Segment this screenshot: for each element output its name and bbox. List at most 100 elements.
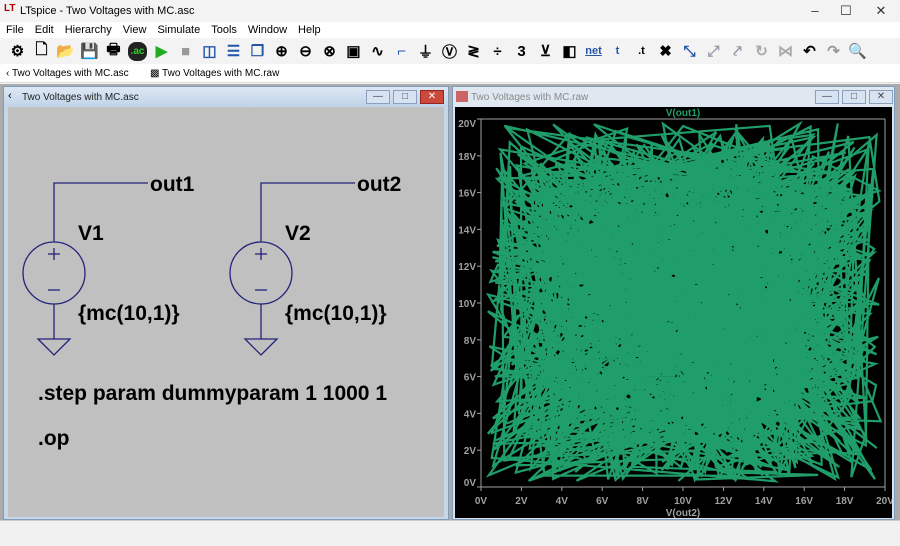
waveform-title-bar: Two Voltages with MC.raw — □ ✕ [453,87,894,107]
diode-icon[interactable]: ⊻ [540,43,551,60]
menu-window[interactable]: Window [247,24,288,36]
zoom-out-icon[interactable]: ⊖ [299,43,312,60]
x-tick-label: 10V [674,496,692,507]
waveform-icon[interactable]: ∿ [371,43,384,60]
y-tick-label: 16V [458,189,476,200]
y-tick-label: 18V [458,152,476,163]
window-title: LTspice - Two Voltages with MC.asc [20,5,195,17]
menu-edit[interactable]: Edit [34,24,54,36]
x-tick-label: 0V [475,496,488,507]
delete-icon[interactable]: ✖ [659,43,672,60]
schematic-window: ‹ Two Voltages with MC.asc — □ ✕ out1 ou… [3,86,449,520]
y-tick-label: 2V [464,446,477,457]
tab-waveform[interactable]: ▩ Two Voltages with MC.raw [150,68,280,79]
tab-schematic[interactable]: ‹ Two Voltages with MC.asc [6,68,129,79]
y-tick-label: 4V [464,409,477,420]
waveform-restore-button[interactable]: □ [842,90,866,104]
waveform-window-title: Two Voltages with MC.raw [471,92,589,103]
y-tick-label: 10V [458,299,476,310]
zoom-fit-icon[interactable]: ⊗ [323,43,336,60]
resistor-icon[interactable]: ≷ [467,43,480,60]
capacitor-icon[interactable]: ÷ [493,42,502,60]
menu-help[interactable]: Help [298,24,321,36]
x-tick-label: 16V [795,496,813,507]
menu-hierarchy[interactable]: Hierarchy [64,24,112,36]
redo-icon[interactable]: ↷ [827,43,840,60]
menu-tools[interactable]: Tools [211,24,237,36]
source-v1[interactable] [22,182,148,356]
status-bar [0,520,900,546]
step-directive[interactable]: .step param dummyparam 1 1000 1 [38,382,387,405]
open-icon[interactable]: 📂 [56,43,75,60]
op-directive[interactable]: .op [38,427,70,450]
close-button[interactable]: ✕ [875,3,887,18]
waveform-minimize-button[interactable]: — [815,90,839,104]
ground-icon[interactable]: ⏚ [417,43,433,61]
y-tick-label: 14V [458,225,476,236]
menu-view[interactable]: View [122,24,147,36]
drag-wire-icon[interactable]: ⤤ [733,42,742,60]
netlist-icon[interactable]: .ac [128,41,147,61]
print-icon[interactable]: 🖶 [106,40,121,58]
x-axis-label[interactable]: V(out2) [666,508,700,518]
wire-icon[interactable]: ⌐ [397,42,406,60]
schematic-restore-button[interactable]: □ [393,90,417,104]
settings-icon[interactable]: ⚙ [10,43,25,60]
net-label-out1[interactable]: out1 [150,173,195,196]
mdi-area: ‹ Two Voltages with MC.asc — □ ✕ out1 ou… [0,84,900,520]
schematic-icon: ‹ [8,90,12,102]
waveform-close-button[interactable]: ✕ [869,90,893,104]
x-tick-label: 20V [876,496,892,507]
maximize-button[interactable]: ☐ [840,3,852,18]
app-logo-icon: LT [4,3,16,14]
tab-schematic-label: Two Voltages with MC.asc [11,68,129,79]
v2-value[interactable]: {mc(10,1)} [285,302,387,325]
schematic-minimize-button[interactable]: — [366,90,390,104]
menu-file[interactable]: File [6,24,24,36]
undo-icon[interactable]: ↶ [803,43,816,60]
v2-name[interactable]: V2 [285,222,311,245]
x-tick-label: 18V [836,496,854,507]
v1-value[interactable]: {mc(10,1)} [78,302,180,325]
component-icon[interactable]: ◧ [562,43,577,60]
net-label-out2[interactable]: out2 [357,173,401,196]
find-icon[interactable]: 🔍 [848,43,867,60]
menu-simulate[interactable]: Simulate [157,24,201,36]
toolbar: ⚙ 🗋 📂 💾 🖶 .ac ▶ ■ ◫ ☰ ❐ ⊕ ⊖ ⊗ ▣ ∿ ⌐ ⏚ Ⓥ ≷ ÷ 3 ⊻ ◧ net t .t ✖ ⤡ ⤢ ⤤ ↻ ⋈ ↶ ↷… [0,38,900,64]
tile-vertical-icon[interactable]: ◫ [202,43,217,60]
zoom-in-icon[interactable]: ⊕ [275,43,288,60]
new-schematic-icon[interactable]: 🗋 [35,40,48,58]
menu-bar: File Edit Hierarchy View Simulate Tools Window… [0,22,900,38]
y-tick-label: 0V [464,478,477,489]
mirror-icon[interactable]: ⋈ [778,43,793,60]
schematic-canvas[interactable]: out1 out2 V1 V2 {mc(10,1)} {mc(10,1)} .s… [8,107,444,517]
rotate-icon[interactable]: ↻ [755,43,768,60]
waveform-plot[interactable]: 0V 2V 4V 6V 8V 10V 12V 14V 16V 18V 20V 0V 2V 4V 6V 8V 10… [455,107,892,518]
cascade-icon[interactable]: ❐ [250,43,265,60]
save-icon[interactable]: 💾 [80,43,99,60]
document-tabs: ‹ Two Voltages with MC.asc ▩ Two Voltage… [0,64,900,83]
halt-icon[interactable]: ■ [180,42,191,60]
minimize-button[interactable]: – [811,3,819,18]
net-icon[interactable]: net [585,45,602,57]
v1-name[interactable]: V1 [78,222,104,245]
schematic-close-button[interactable]: ✕ [420,90,444,104]
source-v2[interactable] [229,182,355,356]
run-icon[interactable]: ▶ [155,43,168,60]
inductor-icon[interactable]: 3 [517,42,526,60]
label-net-icon[interactable]: Ⓥ [441,43,457,61]
trace-label[interactable]: V(out1) [666,108,700,119]
y-tick-label: 8V [464,336,477,347]
y-tick-label: 6V [464,373,477,384]
autorange-icon[interactable]: ▣ [346,43,361,60]
x-tick-label: 2V [515,496,528,507]
drag-icon[interactable]: ⤢ [707,42,720,60]
schematic-title-bar: ‹ Two Voltages with MC.asc — □ ✕ [4,87,448,107]
move-icon[interactable]: ⤡ [683,42,696,60]
spice-directive-icon[interactable]: .t [638,45,645,57]
x-tick-label: 4V [556,496,569,507]
x-tick-label: 6V [596,496,609,507]
trace-v-out1[interactable] [485,120,883,483]
tile-horizontal-icon[interactable]: ☰ [226,43,241,60]
text-icon[interactable]: t [615,45,620,57]
